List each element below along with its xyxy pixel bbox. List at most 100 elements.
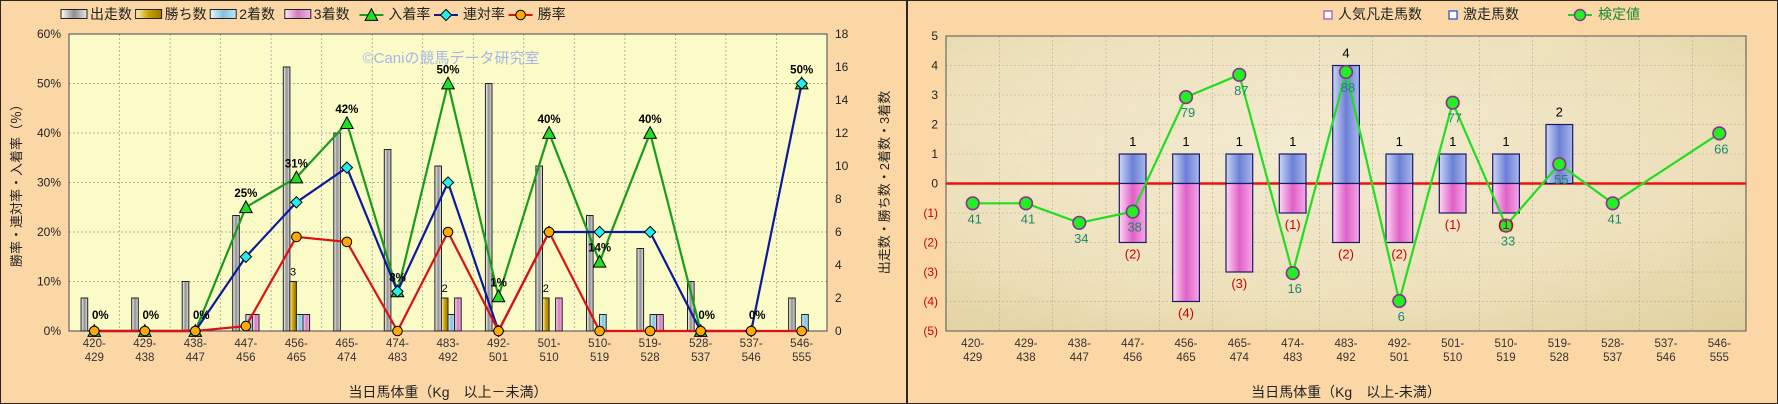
svg-text:447-: 447- xyxy=(1121,338,1144,350)
svg-text:429: 429 xyxy=(963,352,982,364)
svg-text:555: 555 xyxy=(1710,352,1729,364)
svg-text:4: 4 xyxy=(931,59,938,73)
svg-text:438-: 438- xyxy=(1068,338,1091,350)
svg-text:3: 3 xyxy=(931,88,938,102)
svg-text:3着数: 3着数 xyxy=(314,6,350,22)
svg-text:537-: 537- xyxy=(1654,338,1677,350)
svg-text:出走数: 出走数 xyxy=(90,6,132,22)
svg-text:510-: 510- xyxy=(588,338,611,350)
svg-text:528: 528 xyxy=(1550,352,1569,364)
svg-text:438: 438 xyxy=(1016,352,1035,364)
svg-text:465: 465 xyxy=(1176,352,1195,364)
svg-text:546-: 546- xyxy=(790,338,813,350)
svg-text:(4): (4) xyxy=(1178,306,1194,321)
svg-text:528: 528 xyxy=(641,352,660,364)
svg-text:4: 4 xyxy=(1342,46,1349,61)
svg-text:2: 2 xyxy=(1556,105,1563,120)
svg-text:0%: 0% xyxy=(193,310,210,322)
svg-text:42%: 42% xyxy=(335,104,358,116)
svg-text:20%: 20% xyxy=(37,225,61,239)
svg-text:429-: 429- xyxy=(1014,338,1037,350)
svg-text:483-: 483- xyxy=(1334,338,1357,350)
svg-text:447-: 447- xyxy=(234,338,257,350)
svg-text:492-: 492- xyxy=(1388,338,1411,350)
svg-text:447: 447 xyxy=(1070,352,1089,364)
svg-text:連対率: 連対率 xyxy=(463,6,505,22)
svg-text:1: 1 xyxy=(1502,134,1509,149)
svg-text:510: 510 xyxy=(1443,352,1462,364)
svg-text:入着率: 入着率 xyxy=(388,6,430,22)
svg-text:79: 79 xyxy=(1181,105,1195,120)
svg-text:483: 483 xyxy=(388,352,407,364)
svg-text:2: 2 xyxy=(543,283,549,295)
svg-text:25%: 25% xyxy=(234,188,257,200)
svg-text:60%: 60% xyxy=(37,27,61,41)
svg-text:40%: 40% xyxy=(538,114,561,126)
svg-text:勝ち数: 勝ち数 xyxy=(165,6,207,22)
svg-text:483-: 483- xyxy=(436,338,459,350)
svg-text:87: 87 xyxy=(1234,83,1248,98)
svg-text:447: 447 xyxy=(186,352,205,364)
svg-text:8: 8 xyxy=(835,192,842,206)
svg-text:50%: 50% xyxy=(37,77,61,91)
svg-text:0%: 0% xyxy=(698,310,715,322)
svg-text:10%: 10% xyxy=(37,275,61,289)
svg-text:16: 16 xyxy=(835,60,849,74)
svg-text:2: 2 xyxy=(442,283,448,295)
svg-text:510: 510 xyxy=(540,352,559,364)
svg-text:31%: 31% xyxy=(285,159,308,171)
svg-text:474: 474 xyxy=(337,352,357,364)
svg-text:501-: 501- xyxy=(1441,338,1464,350)
svg-text:456-: 456- xyxy=(285,338,308,350)
svg-text:1: 1 xyxy=(1449,134,1456,149)
svg-text:1: 1 xyxy=(1396,134,1403,149)
svg-text:(2): (2) xyxy=(1338,247,1354,262)
svg-text:6: 6 xyxy=(835,225,842,239)
svg-text:当日馬体重（Kg 以上－未満）: 当日馬体重（Kg 以上－未満） xyxy=(348,384,547,400)
svg-text:18: 18 xyxy=(835,27,849,41)
svg-text:3: 3 xyxy=(290,267,296,279)
svg-text:2: 2 xyxy=(835,291,842,305)
svg-text:41: 41 xyxy=(1021,211,1035,226)
svg-text:14: 14 xyxy=(835,93,849,107)
svg-text:(3): (3) xyxy=(923,265,938,279)
svg-text:(2): (2) xyxy=(1391,247,1407,262)
svg-text:474: 474 xyxy=(1230,352,1250,364)
svg-text:420-: 420- xyxy=(961,338,984,350)
svg-text:465-: 465- xyxy=(1228,338,1251,350)
svg-text:10: 10 xyxy=(835,159,849,173)
svg-text:492: 492 xyxy=(438,352,457,364)
svg-text:0: 0 xyxy=(931,177,938,191)
svg-text:519-: 519- xyxy=(639,338,662,350)
svg-text:438: 438 xyxy=(135,352,154,364)
svg-text:420-: 420- xyxy=(83,338,106,350)
svg-text:438-: 438- xyxy=(184,338,207,350)
svg-text:人気凡走馬数: 人気凡走馬数 xyxy=(1338,6,1422,22)
svg-text:501: 501 xyxy=(489,352,508,364)
svg-text:528-: 528- xyxy=(1601,338,1624,350)
svg-text:465: 465 xyxy=(287,352,306,364)
svg-text:勝率・連対率・入着率（％）: 勝率・連対率・入着率（％） xyxy=(9,98,24,267)
svg-text:456: 456 xyxy=(236,352,255,364)
svg-text:429: 429 xyxy=(85,352,104,364)
svg-text:555: 555 xyxy=(792,352,811,364)
svg-text:4: 4 xyxy=(835,258,842,272)
svg-text:8%: 8% xyxy=(389,272,406,284)
svg-text:6: 6 xyxy=(1398,309,1405,324)
svg-text:546: 546 xyxy=(742,352,761,364)
svg-text:(2): (2) xyxy=(923,236,938,250)
svg-text:465-: 465- xyxy=(335,338,358,350)
svg-text:(1): (1) xyxy=(1445,217,1461,232)
svg-text:1: 1 xyxy=(1182,134,1189,149)
svg-text:(1): (1) xyxy=(923,206,938,220)
svg-text:5: 5 xyxy=(931,29,938,43)
svg-text:出走数・勝ち数・2着数・3着数: 出走数・勝ち数・2着数・3着数 xyxy=(877,91,892,274)
svg-text:50%: 50% xyxy=(790,65,813,77)
svg-text:55: 55 xyxy=(1554,172,1568,187)
svg-text:当日馬体重（Kg 以上-未満）: 当日馬体重（Kg 以上-未満） xyxy=(1251,384,1441,400)
svg-text:40%: 40% xyxy=(639,114,662,126)
svg-text:501-: 501- xyxy=(538,338,561,350)
svg-text:0: 0 xyxy=(835,324,842,338)
svg-text:41: 41 xyxy=(967,211,981,226)
svg-text:519: 519 xyxy=(1496,352,1515,364)
